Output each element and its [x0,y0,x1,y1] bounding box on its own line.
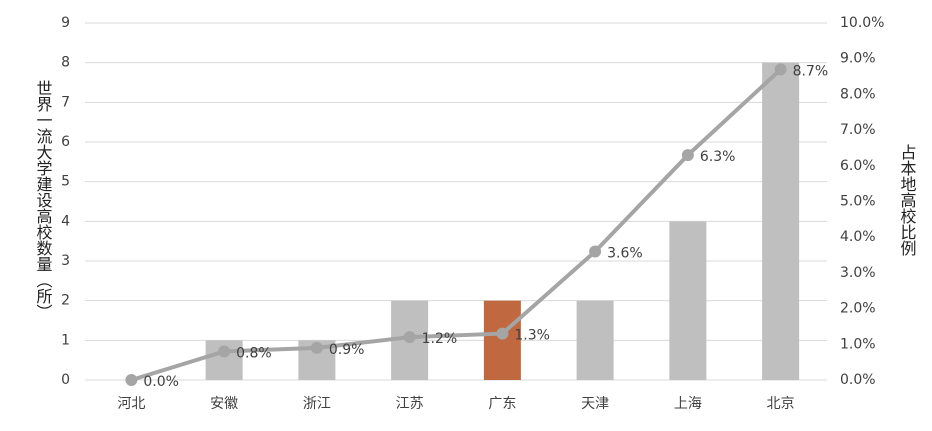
y2-axis-label: 占本地高校比例 [898,144,917,257]
bar [576,300,614,380]
line-point [589,245,602,258]
y2-tick-label: 10.0% [840,15,884,31]
line [130,67,782,382]
y2-tick-label: 0.0% [840,372,876,388]
bar [669,221,707,380]
y2-tick-label: 4.0% [840,229,876,245]
line-point [310,341,323,354]
data-label: 3.6% [607,245,643,261]
line-point [681,149,694,162]
y2-tick-label: 7.0% [840,122,876,138]
x-tick-label: 江苏 [396,396,424,412]
y-tick-label: 1 [61,332,70,348]
y-tick-label: 3 [61,253,70,269]
line-point [496,327,509,340]
data-label: 6.3% [700,149,736,165]
y2-tick-label: 2.0% [840,301,876,317]
x-tick-label: 天津 [581,396,609,412]
y-tick-label: 9 [61,15,70,31]
x-tick-label: 广东 [488,396,516,412]
x-tick-label: 北京 [767,396,795,412]
data-label: 0.0% [143,374,179,390]
y-tick-label: 0 [61,372,70,388]
y2-tick-label: 8.0% [840,86,876,102]
y-tick-label: 6 [61,134,70,150]
bar [483,300,521,380]
y-tick-label: 2 [61,293,70,309]
x-tick-label: 安徽 [210,396,238,412]
line-point [218,345,231,358]
data-label: 0.9% [329,342,365,358]
line-point [403,331,416,344]
y-tick-label: 7 [61,94,70,110]
data-label: 1.2% [422,331,458,347]
bar [762,62,800,381]
data-label: 8.7% [793,63,829,79]
line-point [125,374,138,386]
y2-tick-label: 5.0% [840,194,876,210]
x-tick-label: 上海 [674,396,702,412]
y-axis-label: 世界一流大学建设高校数量（所） [34,80,53,320]
x-tick-label: 浙江 [303,396,331,412]
y2-tick-label: 9.0% [840,51,876,67]
y-tick-label: 8 [61,55,70,71]
y2-tick-label: 3.0% [840,265,876,281]
data-label: 0.8% [236,345,272,361]
line-point [774,63,787,76]
y2-tick-label: 1.0% [840,336,876,352]
y2-tick-label: 6.0% [840,158,876,174]
data-label: 1.3% [514,328,550,344]
y-tick-label: 5 [61,174,70,190]
x-tick-label: 河北 [117,396,145,412]
y-tick-label: 4 [61,213,70,229]
